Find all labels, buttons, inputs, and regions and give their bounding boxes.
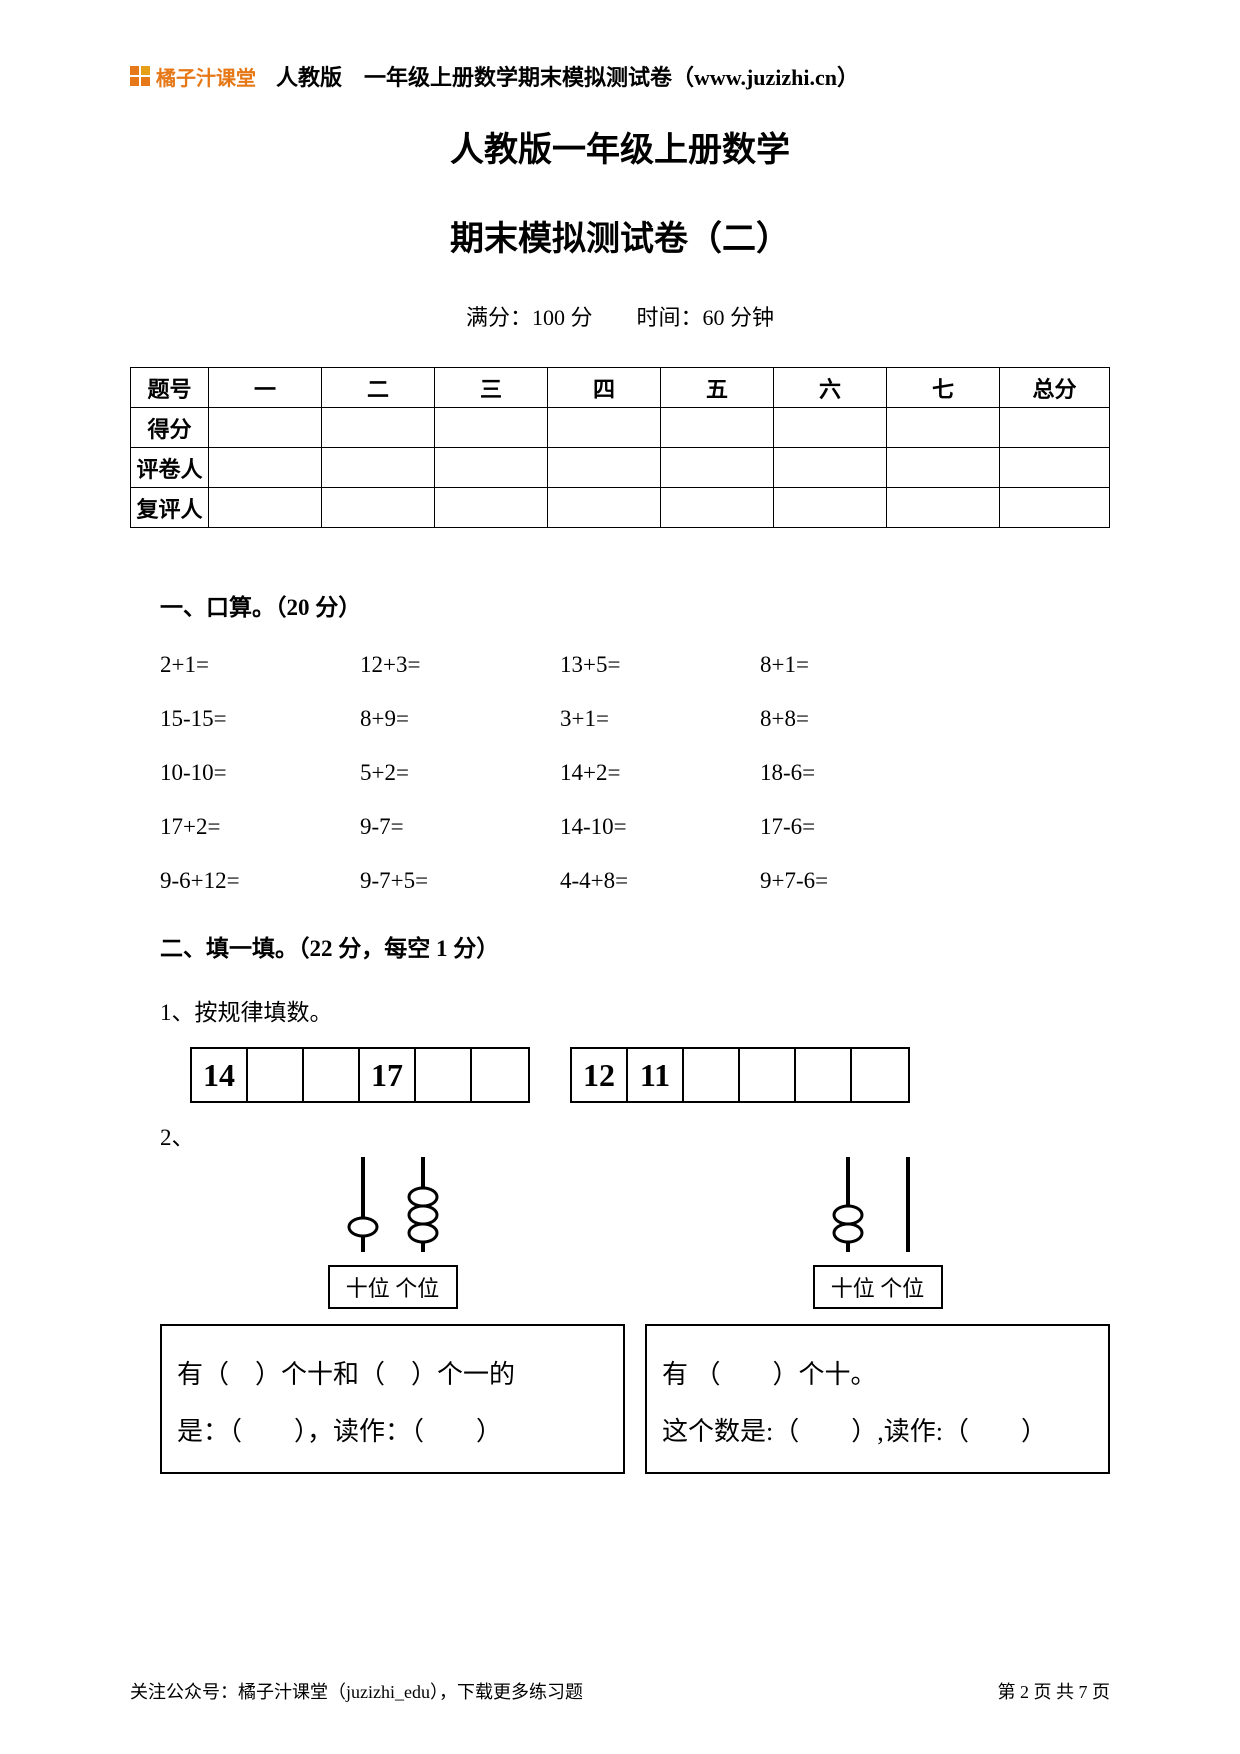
logo-icon (130, 66, 150, 86)
footer-right: 第 2 页 共 7 页 (998, 1678, 1111, 1704)
num-cell (684, 1049, 740, 1101)
calc-item: 18-6= (760, 760, 960, 786)
abacus-right: 十位 个位 有 （ ）个十。 这个数是:（ ）,读作:（ ） (645, 1157, 1110, 1474)
section-1-title: 一、口算。（20 分） (160, 588, 1110, 622)
calc-item: 13+5= (560, 652, 760, 678)
answer-line: 有 （ ）个十。 (662, 1346, 1093, 1403)
calc-row: 17+2= 9-7= 14-10= 17-6= (160, 814, 1110, 840)
calc-row: 2+1= 12+3= 13+5= 8+1= (160, 652, 1110, 678)
calc-row: 10-10= 5+2= 14+2= 18-6= (160, 760, 1110, 786)
footer-left: 关注公众号：橘子汁课堂（juzizhi_edu），下载更多练习题 (130, 1678, 583, 1704)
table-row: 复评人 (131, 488, 1110, 528)
answer-box-right: 有 （ ）个十。 这个数是:（ ）,读作:（ ） (645, 1324, 1110, 1474)
num-cell (304, 1049, 360, 1101)
calc-item: 15-15= (160, 706, 360, 732)
header-text: 人教版 一年级上册数学期末模拟测试卷（www.juzizhi.cn） (276, 60, 859, 92)
calc-item: 17-6= (760, 814, 960, 840)
num-cell (416, 1049, 472, 1101)
answer-line: 有（ ）个十和（ ）个一的 (177, 1346, 608, 1403)
place-labels: 十位 个位 (813, 1265, 943, 1309)
calc-item: 3+1= (560, 706, 760, 732)
calc-item: 8+8= (760, 706, 960, 732)
calc-item: 2+1= (160, 652, 360, 678)
num-cell (248, 1049, 304, 1101)
page-footer: 关注公众号：橘子汁课堂（juzizhi_edu），下载更多练习题 第 2 页 共… (130, 1678, 1110, 1704)
abacus-icon (313, 1157, 473, 1267)
num-cell: 17 (360, 1049, 416, 1101)
table-row: 得分 (131, 408, 1110, 448)
q1-label: 1、按规律填数。 (160, 993, 1110, 1027)
row-label: 得分 (131, 408, 209, 448)
title-line-1: 人教版一年级上册数学 (130, 122, 1110, 171)
answer-box-left: 有（ ）个十和（ ）个一的 是：（ ），读作：（ ） (160, 1324, 625, 1474)
col-header: 五 (661, 368, 774, 408)
calc-item: 4-4+8= (560, 868, 760, 894)
col-header: 三 (435, 368, 548, 408)
logo-text: 橘子汁课堂 (156, 62, 256, 91)
row-label: 复评人 (131, 488, 209, 528)
place-labels: 十位 个位 (328, 1265, 458, 1309)
calc-item: 10-10= (160, 760, 360, 786)
q2-container: 十位 个位 有（ ）个十和（ ）个一的 是：（ ），读作：（ ） 十位 个位 有… (160, 1157, 1110, 1474)
table-row: 评卷人 (131, 448, 1110, 488)
num-cell (740, 1049, 796, 1101)
calc-item: 9-7+5= (360, 868, 560, 894)
calc-item: 9-6+12= (160, 868, 360, 894)
calc-item: 14+2= (560, 760, 760, 786)
num-cell (852, 1049, 908, 1101)
number-box-row: 12 11 (570, 1047, 910, 1103)
calc-grid: 2+1= 12+3= 13+5= 8+1= 15-15= 8+9= 3+1= 8… (160, 652, 1110, 894)
calc-row: 15-15= 8+9= 3+1= 8+8= (160, 706, 1110, 732)
table-row: 题号 一 二 三 四 五 六 七 总分 (131, 368, 1110, 408)
calc-item: 9-7= (360, 814, 560, 840)
abacus-icon (798, 1157, 958, 1267)
page-header: 橘子汁课堂 人教版 一年级上册数学期末模拟测试卷（www.juzizhi.cn） (130, 60, 1110, 92)
col-header: 七 (887, 368, 1000, 408)
number-sequence-boxes: 14 17 12 11 (190, 1047, 1110, 1103)
col-header: 二 (322, 368, 435, 408)
calc-item: 9+7-6= (760, 868, 960, 894)
calc-item: 17+2= (160, 814, 360, 840)
calc-item: 8+9= (360, 706, 560, 732)
col-header: 总分 (1000, 368, 1110, 408)
answer-line: 是：（ ），读作：（ ） (177, 1403, 608, 1460)
logo: 橘子汁课堂 (130, 62, 256, 91)
row-label: 题号 (131, 368, 209, 408)
col-header: 一 (209, 368, 322, 408)
abacus-left: 十位 个位 有（ ）个十和（ ）个一的 是：（ ），读作：（ ） (160, 1157, 625, 1474)
calc-item: 14-10= (560, 814, 760, 840)
num-cell (472, 1049, 528, 1101)
q2-label: 2、 (160, 1118, 1110, 1152)
calc-item: 5+2= (360, 760, 560, 786)
calc-item: 12+3= (360, 652, 560, 678)
calc-row: 9-6+12= 9-7+5= 4-4+8= 9+7-6= (160, 868, 1110, 894)
num-cell: 14 (192, 1049, 248, 1101)
exam-meta: 满分：100 分 时间：60 分钟 (130, 300, 1110, 332)
score-table: 题号 一 二 三 四 五 六 七 总分 得分 评卷人 复评人 (130, 367, 1110, 528)
num-cell (796, 1049, 852, 1101)
col-header: 六 (774, 368, 887, 408)
num-cell: 11 (628, 1049, 684, 1101)
num-cell: 12 (572, 1049, 628, 1101)
title-line-2: 期末模拟测试卷（二） (130, 211, 1110, 260)
calc-item: 8+1= (760, 652, 960, 678)
row-label: 评卷人 (131, 448, 209, 488)
number-box-row: 14 17 (190, 1047, 530, 1103)
col-header: 四 (548, 368, 661, 408)
answer-line: 这个数是:（ ）,读作:（ ） (662, 1403, 1093, 1460)
section-2-title: 二、填一填。（22 分，每空 1 分） (160, 929, 1110, 963)
